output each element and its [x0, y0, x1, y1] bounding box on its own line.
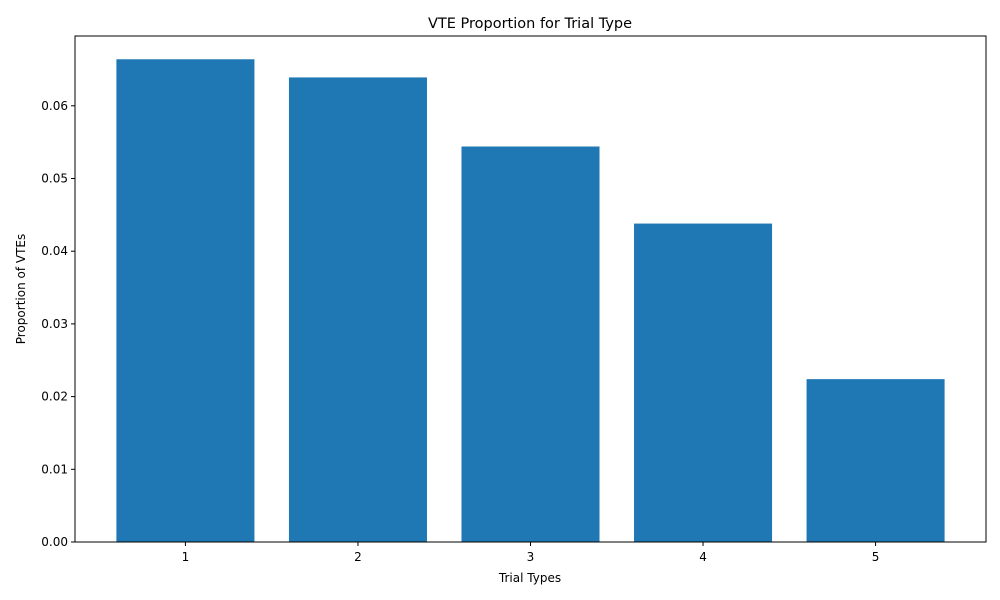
x-tick-label: 5: [872, 550, 880, 564]
x-tick-label: 2: [354, 550, 362, 564]
bars-group: [116, 59, 945, 542]
y-tick-label: 0.03: [41, 317, 68, 331]
y-tick-label: 0.05: [41, 171, 68, 185]
x-axis-ticks: 1 2 3 4 5: [182, 542, 880, 564]
bar-4: [634, 223, 773, 542]
x-tick-label: 4: [699, 550, 707, 564]
x-tick-label: 3: [527, 550, 535, 564]
x-axis-label: Trial Types: [498, 571, 561, 585]
plot-frame: [74, 35, 987, 543]
y-tick-label: 0.02: [41, 390, 68, 404]
y-tick-label: 0.00: [41, 535, 68, 549]
y-tick-label: 0.04: [41, 244, 68, 258]
bar-3: [461, 146, 600, 542]
chart-title: VTE Proportion for Trial Type: [428, 16, 632, 32]
x-tick-label: 1: [182, 550, 190, 564]
y-tick-label: 0.06: [41, 99, 68, 113]
y-axis-label: Proportion of VTEs: [14, 234, 28, 344]
y-tick-label: 0.01: [41, 462, 68, 476]
bar-2: [288, 77, 427, 542]
bar-1: [116, 59, 255, 542]
y-axis-ticks: 0.00 0.01 0.02 0.03 0.04 0.05 0.06: [41, 99, 75, 549]
bar-5: [806, 379, 945, 542]
